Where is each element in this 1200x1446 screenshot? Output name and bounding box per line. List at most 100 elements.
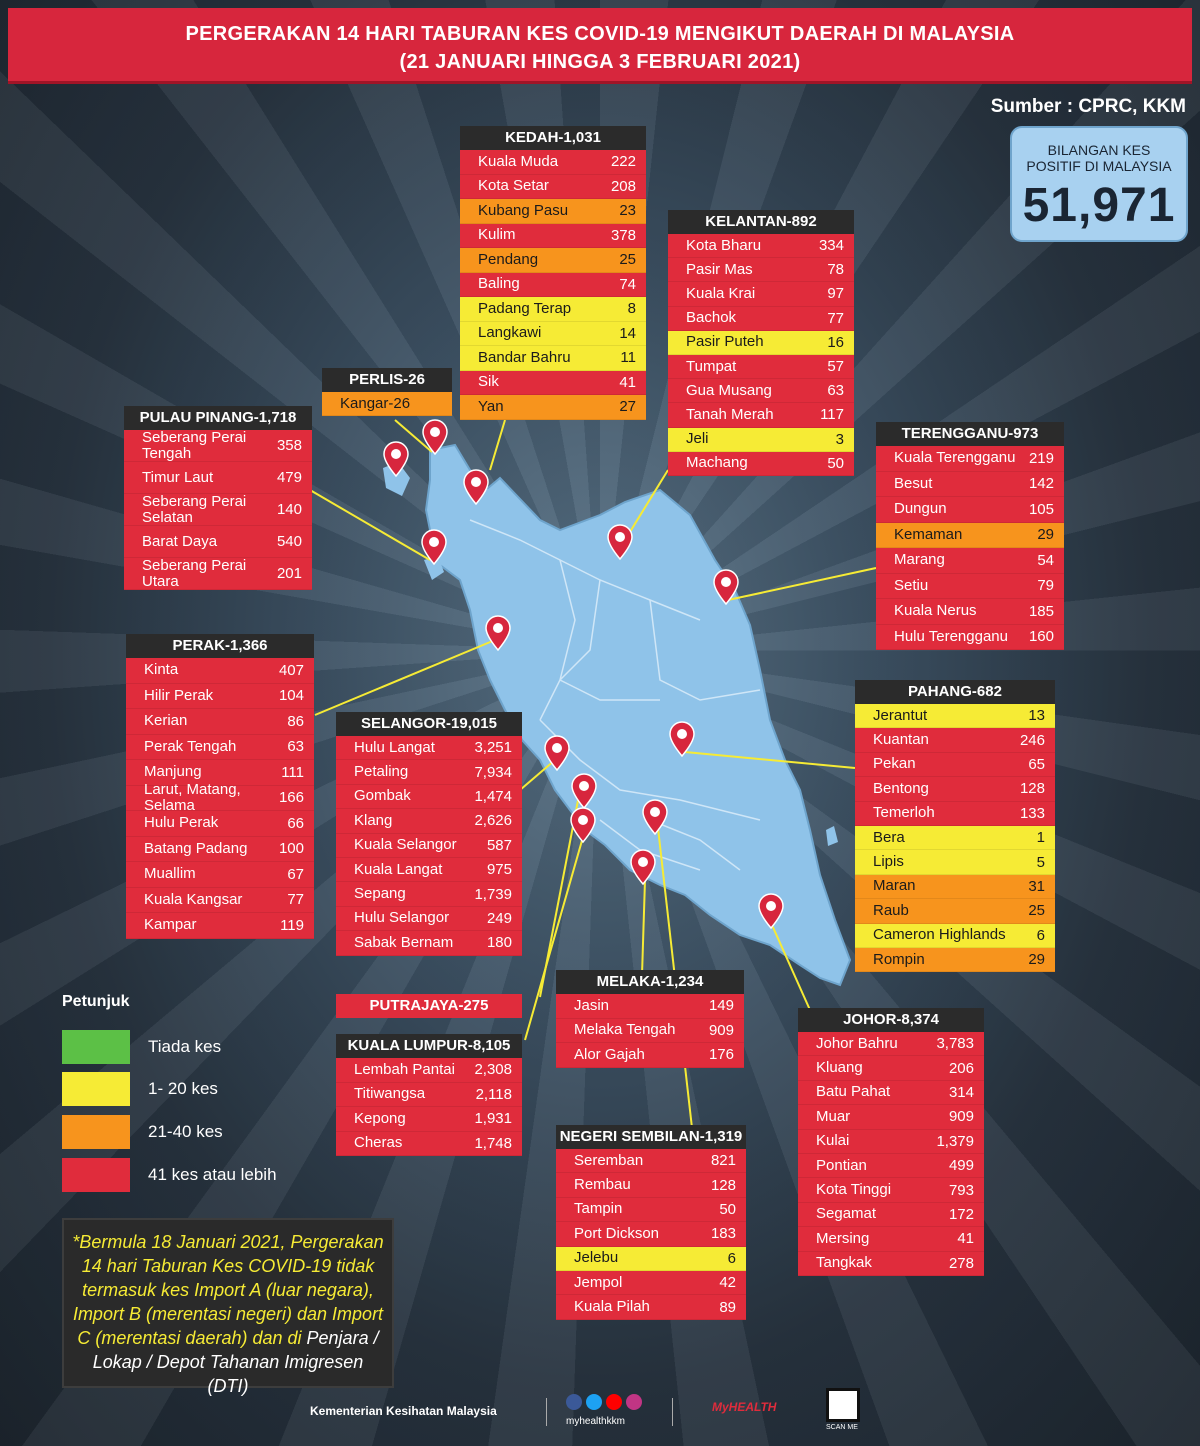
district-name: Cameron Highlands — [873, 926, 1006, 944]
table-melaka: MELAKA-1,234 Jasin 149 Melaka Tengah 909 Alo… — [556, 970, 744, 1068]
district-cases: 206 — [948, 1059, 974, 1077]
district-cases: 117 — [820, 406, 844, 424]
district-row: Alor Gajah 176 — [556, 1043, 744, 1068]
district-row: Gombak 1,474 — [336, 784, 522, 810]
district-name: Padang Terap — [478, 299, 572, 317]
district-cases: 128 — [710, 1176, 736, 1194]
instagram-icon[interactable] — [626, 1394, 642, 1410]
district-row: Port Dickson 183 — [556, 1222, 746, 1247]
district-row: Raub 25 — [855, 899, 1055, 924]
pin-perlis — [422, 419, 448, 456]
district-row: Kuala Pilah 89 — [556, 1295, 746, 1320]
qr-label: SCAN ME — [826, 1424, 858, 1431]
pin-selangor — [544, 735, 570, 772]
district-row: Johor Bahru 3,783 — [798, 1032, 984, 1057]
pin-penang — [421, 529, 447, 566]
district-name: Langkawi — [478, 324, 542, 342]
district-cases: 104 — [278, 687, 304, 705]
district-row: Pendang 25 — [460, 248, 646, 273]
district-row: Dungun 105 — [876, 497, 1064, 523]
district-row: Padang Terap 8 — [460, 297, 646, 322]
table-perak: PERAK-1,366 Kinta 407 Hilir Perak 104 Kerian… — [126, 634, 314, 939]
qr-code-icon[interactable] — [826, 1388, 860, 1422]
district-cases: 111 — [281, 763, 304, 781]
district-row: Rembau 128 — [556, 1173, 746, 1198]
district-cases: 499 — [948, 1157, 974, 1175]
district-cases: 3 — [835, 430, 844, 448]
district-row: Hilir Perak 104 — [126, 683, 314, 709]
district-cases: 479 — [276, 469, 302, 486]
district-row: Bentong 128 — [855, 777, 1055, 802]
district-cases: 2,308 — [474, 1061, 512, 1079]
district-cases: 176 — [708, 1046, 734, 1064]
district-name: Melaka Tengah — [574, 1021, 676, 1039]
table-kuala-lumpur: KUALA LUMPUR-8,105 Lembah Pantai 2,308 Tit… — [336, 1034, 522, 1156]
district-row: Seremban 821 — [556, 1149, 746, 1174]
district-cases: 358 — [276, 437, 302, 454]
district-cases: 14 — [619, 324, 636, 342]
district-row: Bandar Bahru 11 — [460, 346, 646, 371]
youtube-icon[interactable] — [606, 1394, 622, 1410]
district-name: Kangar-26 — [340, 394, 411, 412]
table-perlis-title: PERLIS-26 — [322, 368, 452, 392]
district-cases: 208 — [610, 177, 636, 195]
district-cases: 78 — [827, 261, 844, 279]
district-row: Sabak Bernam 180 — [336, 931, 522, 956]
district-name: Batu Pahat — [816, 1083, 891, 1101]
table-ns-title: NEGERI SEMBILAN-1,319 — [556, 1125, 746, 1149]
pin-johor — [758, 893, 784, 930]
district-name: Titiwangsa — [354, 1085, 426, 1103]
table-kl-rows: Lembah Pantai 2,308 Titiwangsa 2,118 Kepong 1… — [336, 1058, 522, 1156]
district-row: Kuala Terengganu 219 — [876, 446, 1064, 472]
district-row: Jempol 42 — [556, 1270, 746, 1296]
district-cases: 41 — [619, 373, 636, 391]
table-terengganu-title: TERENGGANU-973 — [876, 422, 1064, 446]
district-cases: 314 — [948, 1083, 974, 1101]
district-name: Lembah Pantai — [354, 1060, 455, 1078]
district-row: Setiu 79 — [876, 573, 1064, 599]
district-name: Bera — [873, 828, 905, 846]
district-row: Yan 27 — [460, 395, 646, 420]
district-name: Tanah Merah — [686, 405, 774, 423]
district-name: Lipis — [873, 853, 904, 871]
district-cases: 77 — [827, 309, 844, 327]
district-cases: 8 — [627, 300, 636, 318]
facebook-icon[interactable] — [566, 1394, 582, 1410]
district-cases: 89 — [719, 1298, 736, 1316]
district-row: Hulu Langat 3,251 — [336, 736, 522, 761]
district-row: Kulim 378 — [460, 223, 646, 248]
legend-label: Tiada kes — [148, 1037, 222, 1056]
legend-item-high: 41 kes atau lebih — [62, 1158, 277, 1192]
district-cases: 201 — [276, 565, 302, 582]
twitter-icon[interactable] — [586, 1394, 602, 1410]
pin-melaka — [630, 849, 656, 886]
district-cases: 278 — [948, 1254, 974, 1272]
district-cases: 50 — [827, 454, 844, 472]
district-row: Tanah Merah 117 — [668, 403, 854, 428]
district-name: Kulim — [478, 226, 516, 244]
table-kelantan-rows: Kota Bharu 334 Pasir Mas 78 Kuala Krai 97 Bach… — [668, 234, 854, 476]
title-line-2: (21 JANUARI HINGGA 3 FEBRUARI 2021) — [399, 51, 801, 73]
district-row: Pekan 65 — [855, 752, 1055, 778]
total-label-2: POSITIF DI MALAYSIA — [1026, 158, 1172, 174]
table-perlis-rows: Kangar-26 — [322, 392, 452, 416]
table-selangor-rows: Hulu Langat 3,251 Petaling 7,934 Gombak 1,474… — [336, 736, 522, 956]
district-cases: 222 — [610, 153, 636, 171]
district-name: Kemaman — [894, 525, 963, 543]
pin-negeri-sembilan — [642, 799, 668, 836]
district-cases: 50 — [719, 1200, 736, 1218]
district-name: Segamat — [816, 1205, 877, 1223]
district-row: Kubang Pasu 23 — [460, 199, 646, 224]
district-cases: 63 — [827, 382, 844, 400]
district-row: Hulu Selangor 249 — [336, 906, 522, 932]
district-cases: 65 — [1028, 755, 1045, 773]
social-handle: myhealthkkm — [566, 1416, 625, 1427]
legend-swatch — [62, 1115, 130, 1149]
district-cases: 77 — [287, 891, 304, 909]
district-name: Port Dickson — [574, 1224, 660, 1242]
district-name: Jerantut — [873, 706, 928, 724]
district-row: Machang 50 — [668, 451, 854, 476]
district-cases: 249 — [486, 909, 512, 927]
district-cases: 13 — [1028, 707, 1045, 725]
district-cases: 1,931 — [474, 1110, 512, 1128]
